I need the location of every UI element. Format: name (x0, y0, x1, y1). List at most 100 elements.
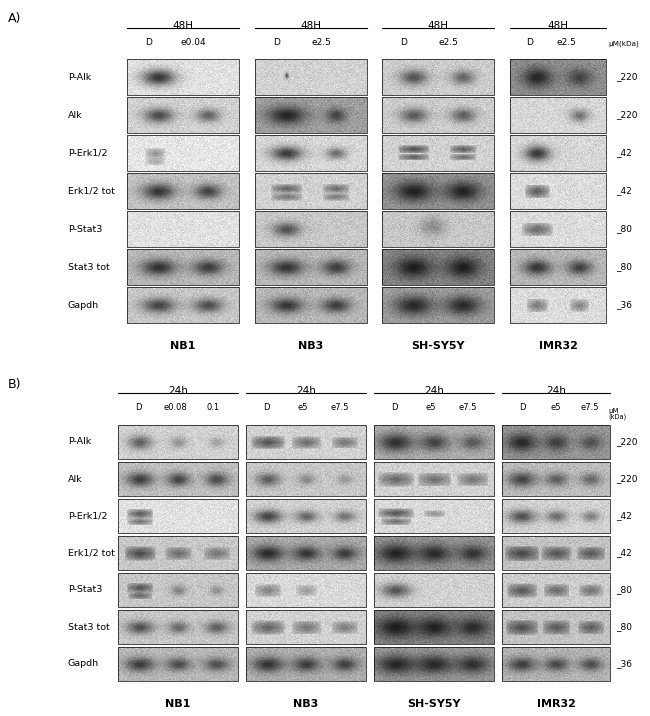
Text: D: D (274, 38, 280, 47)
Bar (127, 211, 239, 247)
Text: (kDa): (kDa) (608, 414, 626, 420)
Bar (382, 97, 494, 133)
Bar (127, 249, 239, 285)
Bar (502, 610, 610, 644)
Text: NB3: NB3 (298, 341, 324, 351)
Text: P-Stat3: P-Stat3 (68, 586, 103, 594)
Text: SH-SY5Y: SH-SY5Y (408, 699, 461, 709)
Bar (246, 647, 366, 681)
Bar (382, 173, 494, 209)
Text: _220: _220 (616, 110, 638, 120)
Bar (502, 462, 610, 496)
Bar (246, 499, 366, 533)
Bar (118, 573, 238, 607)
Bar (255, 173, 367, 209)
Bar (502, 499, 610, 533)
Bar (246, 573, 366, 607)
Text: Stat3 tot: Stat3 tot (68, 263, 110, 271)
Text: _80: _80 (616, 263, 632, 271)
Bar (118, 425, 238, 459)
Bar (502, 573, 610, 607)
Text: 24h: 24h (424, 386, 444, 396)
Bar (255, 59, 367, 95)
Bar (255, 287, 367, 323)
Text: D: D (526, 38, 534, 47)
Bar (255, 249, 367, 285)
Text: D: D (263, 403, 269, 412)
Bar (502, 425, 610, 459)
Text: _220: _220 (616, 437, 638, 447)
Text: e7.5: e7.5 (331, 403, 349, 412)
Text: e5: e5 (426, 403, 436, 412)
Text: P-Alk: P-Alk (68, 72, 91, 82)
Text: e2.5: e2.5 (438, 38, 458, 47)
Bar (382, 59, 494, 95)
Bar (118, 647, 238, 681)
Text: 48H: 48H (547, 21, 569, 31)
Text: 48H: 48H (428, 21, 448, 31)
Text: D: D (391, 403, 397, 412)
Bar (374, 610, 494, 644)
Text: IMR32: IMR32 (536, 699, 575, 709)
Text: NB1: NB1 (170, 341, 196, 351)
Text: e0.04: e0.04 (180, 38, 206, 47)
Text: IMR32: IMR32 (539, 341, 577, 351)
Text: B): B) (8, 378, 21, 391)
Text: A): A) (8, 12, 21, 25)
Text: NB3: NB3 (293, 699, 318, 709)
Bar (374, 499, 494, 533)
Text: 48H: 48H (300, 21, 322, 31)
Bar (127, 97, 239, 133)
Text: Erk1/2 tot: Erk1/2 tot (68, 548, 115, 558)
Text: SH-SY5Y: SH-SY5Y (411, 341, 465, 351)
Bar (382, 287, 494, 323)
Bar (382, 249, 494, 285)
Text: _220: _220 (616, 72, 638, 82)
Text: _42: _42 (616, 548, 632, 558)
Text: Alk: Alk (68, 475, 83, 483)
Text: _36: _36 (616, 659, 632, 669)
Text: 24h: 24h (296, 386, 316, 396)
Bar (127, 173, 239, 209)
Text: NB1: NB1 (165, 699, 190, 709)
Text: Stat3 tot: Stat3 tot (68, 622, 110, 632)
Text: D: D (146, 38, 153, 47)
Bar (246, 536, 366, 570)
Bar (127, 59, 239, 95)
Bar (374, 647, 494, 681)
Text: _42: _42 (616, 148, 632, 158)
Text: µM(kDa): µM(kDa) (608, 41, 639, 47)
Bar (374, 425, 494, 459)
Text: e5: e5 (298, 403, 308, 412)
Text: _80: _80 (616, 225, 632, 233)
Text: 48H: 48H (172, 21, 194, 31)
Text: e2.5: e2.5 (311, 38, 331, 47)
Bar (374, 536, 494, 570)
Text: _80: _80 (616, 622, 632, 632)
Bar (374, 462, 494, 496)
Bar (510, 97, 606, 133)
Text: 0.1: 0.1 (207, 403, 220, 412)
Text: D: D (519, 403, 525, 412)
Text: _42: _42 (616, 511, 632, 521)
Text: e0.08: e0.08 (163, 403, 187, 412)
Text: µM: µM (608, 408, 619, 414)
Bar (255, 97, 367, 133)
Text: Gapdh: Gapdh (68, 659, 99, 669)
Bar (374, 573, 494, 607)
Text: 24h: 24h (168, 386, 188, 396)
Text: D: D (135, 403, 141, 412)
Text: Gapdh: Gapdh (68, 301, 99, 309)
Bar (246, 425, 366, 459)
Bar (502, 647, 610, 681)
Text: D: D (400, 38, 408, 47)
Bar (502, 536, 610, 570)
Text: 24h: 24h (546, 386, 566, 396)
Bar (510, 173, 606, 209)
Bar (118, 462, 238, 496)
Text: Erk1/2 tot: Erk1/2 tot (68, 186, 115, 195)
Bar (118, 610, 238, 644)
Text: _36: _36 (616, 301, 632, 309)
Bar (127, 135, 239, 171)
Text: e7.5: e7.5 (580, 403, 599, 412)
